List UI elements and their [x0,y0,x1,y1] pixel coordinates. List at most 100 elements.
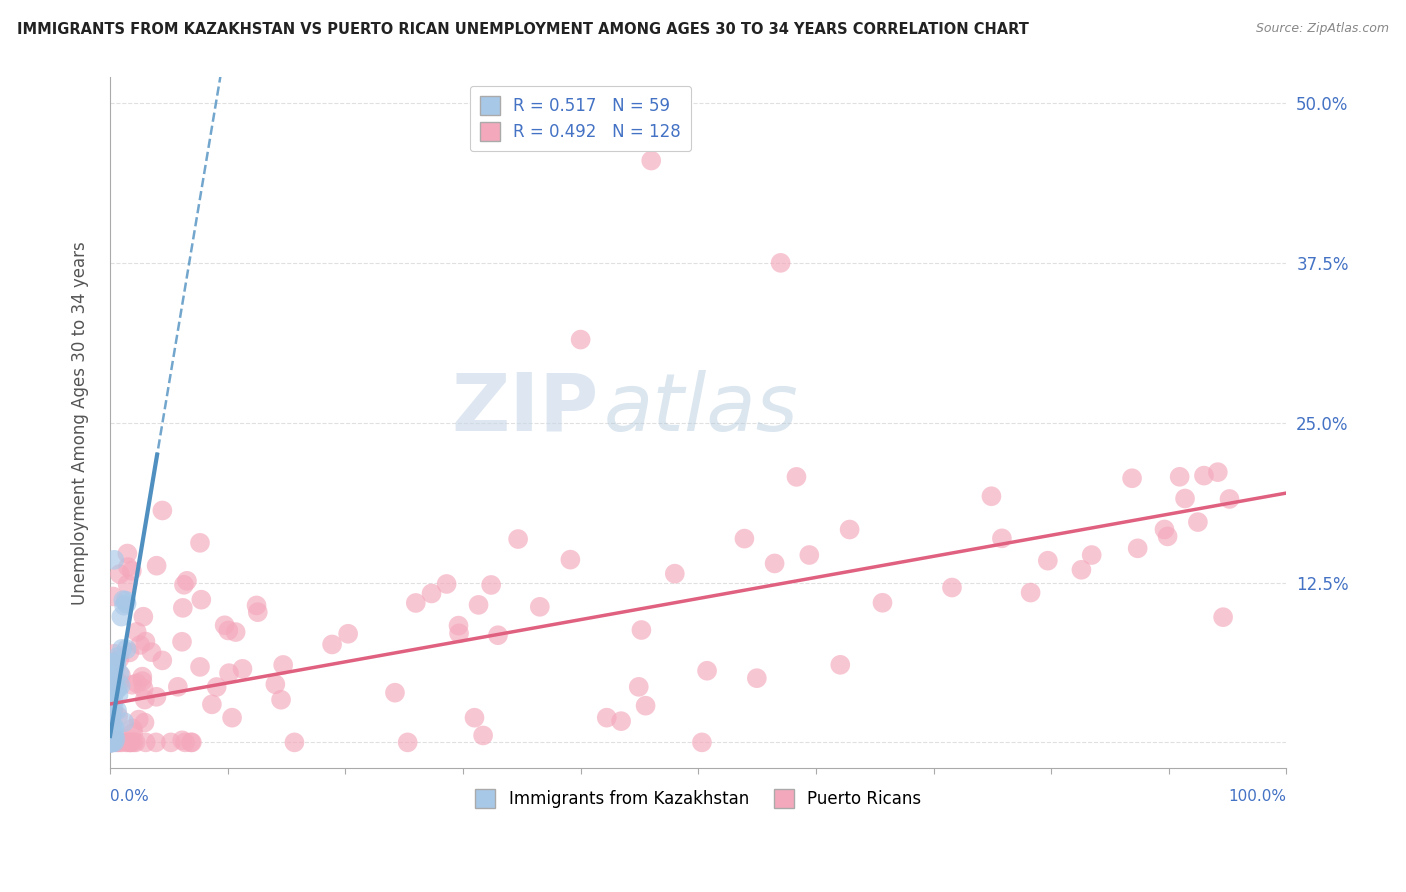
Puerto Ricans [117,547,139,561]
Puerto Ricans [569,333,592,347]
Immigrants from Kazakhstan [100,656,122,670]
Puerto Ricans [283,735,305,749]
Puerto Ricans [1070,563,1092,577]
Immigrants from Kazakhstan [103,553,125,567]
Puerto Ricans [173,578,195,592]
Puerto Ricans [472,729,495,743]
Puerto Ricans [941,581,963,595]
Puerto Ricans [321,637,343,651]
Puerto Ricans [1187,515,1209,529]
Puerto Ricans [166,680,188,694]
Immigrants from Kazakhstan [103,700,125,714]
Immigrants from Kazakhstan [100,693,122,707]
Y-axis label: Unemployment Among Ages 30 to 34 years: Unemployment Among Ages 30 to 34 years [72,241,89,605]
Puerto Ricans [627,680,650,694]
Puerto Ricans [174,735,197,749]
Puerto Ricans [104,732,127,747]
Text: 100.0%: 100.0% [1229,789,1286,804]
Immigrants from Kazakhstan [100,735,122,749]
Puerto Ricans [145,690,167,704]
Puerto Ricans [101,590,124,604]
Immigrants from Kazakhstan [100,735,122,749]
Puerto Ricans [108,652,131,666]
Puerto Ricans [145,735,167,749]
Puerto Ricans [121,722,143,736]
Puerto Ricans [172,600,194,615]
Immigrants from Kazakhstan [110,609,132,624]
Puerto Ricans [217,624,239,638]
Puerto Ricans [188,536,211,550]
Puerto Ricans [1218,491,1240,506]
Puerto Ricans [105,735,128,749]
Puerto Ricans [131,670,153,684]
Puerto Ricans [463,711,485,725]
Puerto Ricans [245,599,267,613]
Puerto Ricans [1174,491,1197,506]
Immigrants from Kazakhstan [100,735,122,749]
Puerto Ricans [118,735,141,749]
Puerto Ricans [838,523,860,537]
Puerto Ricans [733,532,755,546]
Puerto Ricans [176,574,198,588]
Puerto Ricans [108,567,131,582]
Immigrants from Kazakhstan [103,729,125,743]
Legend: Immigrants from Kazakhstan, Puerto Ricans: Immigrants from Kazakhstan, Puerto Rican… [468,782,928,815]
Immigrants from Kazakhstan [101,660,124,674]
Puerto Ricans [1212,610,1234,624]
Puerto Ricans [1192,468,1215,483]
Puerto Ricans [107,735,129,749]
Immigrants from Kazakhstan [101,735,124,749]
Puerto Ricans [264,677,287,691]
Immigrants from Kazakhstan [100,735,122,749]
Puerto Ricans [188,660,211,674]
Puerto Ricans [121,678,143,692]
Puerto Ricans [467,598,489,612]
Puerto Ricans [125,624,148,639]
Immigrants from Kazakhstan [101,735,124,749]
Puerto Ricans [103,674,125,689]
Puerto Ricans [1019,585,1042,599]
Immigrants from Kazakhstan [112,599,135,613]
Immigrants from Kazakhstan [103,677,125,691]
Puerto Ricans [696,664,718,678]
Puerto Ricans [337,627,360,641]
Immigrants from Kazakhstan [103,721,125,735]
Puerto Ricans [110,668,132,682]
Immigrants from Kazakhstan [98,707,121,722]
Puerto Ricans [1168,470,1191,484]
Puerto Ricans [630,623,652,637]
Puerto Ricans [486,628,509,642]
Immigrants from Kazakhstan [100,674,122,689]
Puerto Ricans [129,638,152,652]
Immigrants from Kazakhstan [107,688,129,702]
Puerto Ricans [131,674,153,689]
Puerto Ricans [508,532,530,546]
Puerto Ricans [830,657,852,672]
Immigrants from Kazakhstan [100,711,122,725]
Puerto Ricans [610,714,633,728]
Puerto Ricans [141,645,163,659]
Text: 0.0%: 0.0% [110,789,149,804]
Immigrants from Kazakhstan [110,679,132,693]
Immigrants from Kazakhstan [105,650,128,665]
Puerto Ricans [221,711,243,725]
Immigrants from Kazakhstan [100,735,122,749]
Immigrants from Kazakhstan [98,735,121,749]
Puerto Ricans [745,671,768,685]
Puerto Ricans [1153,523,1175,537]
Puerto Ricans [991,532,1014,546]
Puerto Ricans [529,599,551,614]
Immigrants from Kazakhstan [101,668,124,682]
Puerto Ricans [799,548,821,562]
Puerto Ricans [384,686,406,700]
Puerto Ricans [270,692,292,706]
Puerto Ricans [132,681,155,696]
Immigrants from Kazakhstan [100,735,122,749]
Immigrants from Kazakhstan [104,731,127,746]
Puerto Ricans [180,735,202,749]
Puerto Ricans [271,657,294,672]
Puerto Ricans [405,596,427,610]
Puerto Ricans [1121,471,1143,485]
Puerto Ricans [205,680,228,694]
Immigrants from Kazakhstan [100,735,122,749]
